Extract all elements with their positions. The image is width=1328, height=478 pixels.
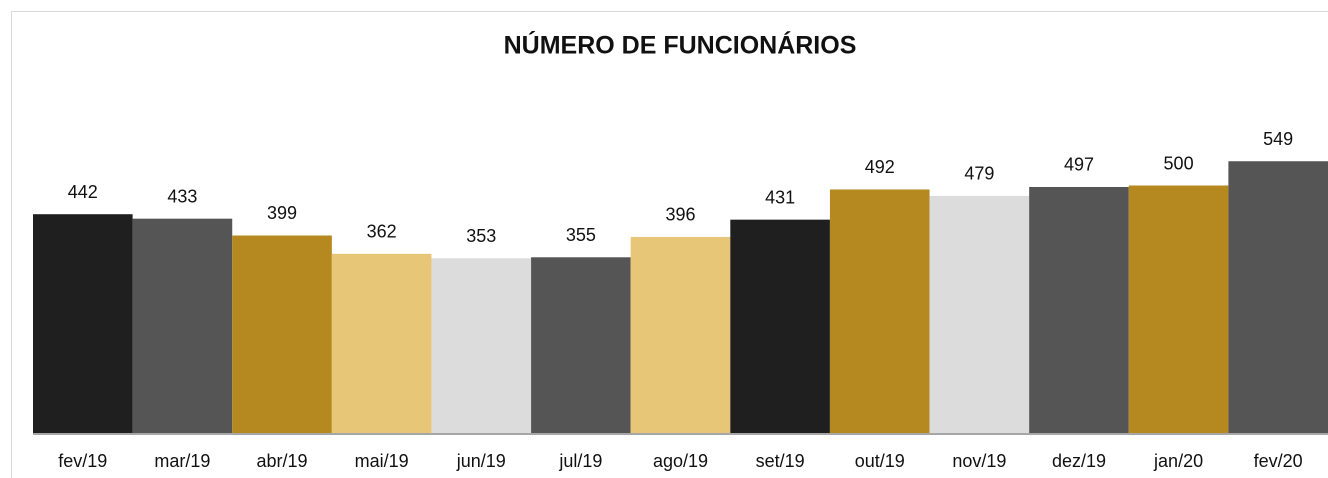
bar xyxy=(829,189,930,433)
value-label: 433 xyxy=(167,186,197,206)
value-label: 399 xyxy=(267,203,297,223)
x-tick-label: jun/19 xyxy=(456,451,506,471)
value-label: 549 xyxy=(1263,129,1293,149)
x-tick-label: nov/19 xyxy=(952,451,1006,471)
value-label: 355 xyxy=(566,225,596,245)
value-label: 479 xyxy=(964,164,994,184)
bar xyxy=(929,195,1030,433)
bar xyxy=(33,214,133,433)
x-tick-label: fev/20 xyxy=(1254,451,1303,471)
x-tick-label: fev/19 xyxy=(58,451,107,471)
bar xyxy=(730,219,830,433)
value-label: 442 xyxy=(68,182,98,202)
bar xyxy=(431,258,532,433)
x-tick-label: dez/19 xyxy=(1052,451,1106,471)
bar xyxy=(531,257,631,433)
value-label: 500 xyxy=(1164,153,1194,173)
value-label: 353 xyxy=(466,226,496,246)
x-tick-label: jan/20 xyxy=(1153,451,1203,471)
bar xyxy=(1029,186,1129,433)
value-label: 396 xyxy=(665,205,695,225)
bar xyxy=(1128,185,1229,433)
x-tick-label: out/19 xyxy=(855,451,905,471)
value-label: 431 xyxy=(765,187,795,207)
value-label: 492 xyxy=(865,157,895,177)
bar xyxy=(232,235,332,433)
value-label: 497 xyxy=(1064,155,1094,175)
bar xyxy=(331,253,432,433)
x-tick-label: mai/19 xyxy=(355,451,409,471)
bar xyxy=(132,218,233,433)
x-tick-label: ago/19 xyxy=(653,451,708,471)
bar xyxy=(630,236,731,433)
x-tick-label: mar/19 xyxy=(154,451,210,471)
bar xyxy=(1228,161,1328,433)
chart-frame xyxy=(11,11,1328,478)
x-tick-label: abr/19 xyxy=(257,451,308,471)
x-tick-label: jul/19 xyxy=(558,451,602,471)
x-tick-label: set/19 xyxy=(756,451,805,471)
chart-title: NÚMERO DE FUNCIONÁRIOS xyxy=(504,30,857,60)
value-label: 362 xyxy=(367,222,397,242)
